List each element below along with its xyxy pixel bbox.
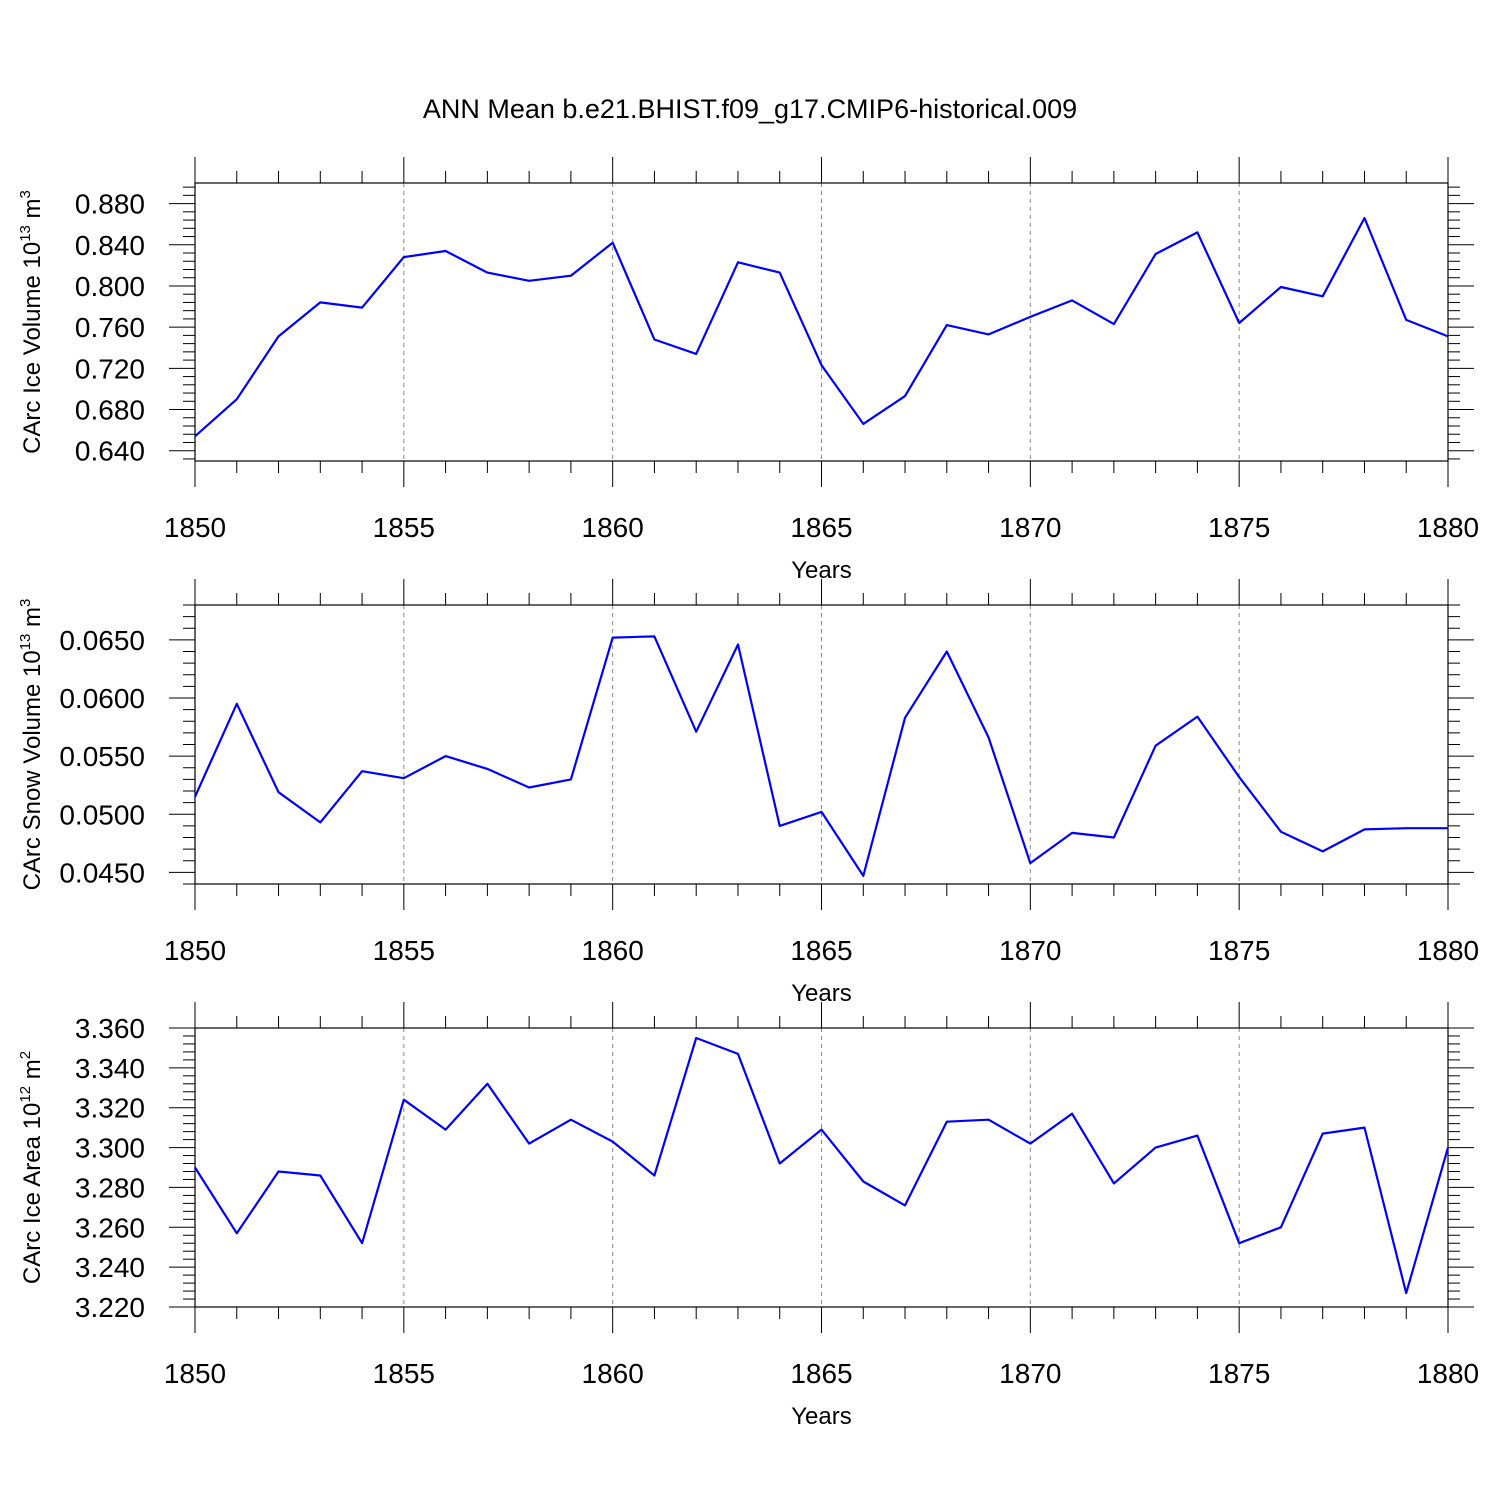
y-axis-label: CArc Ice Volume 1013 m3	[17, 190, 46, 454]
y-tick-label: 3.340	[75, 1053, 145, 1084]
x-tick-label: 1865	[790, 935, 852, 966]
x-tick-label: 1880	[1417, 935, 1479, 966]
x-tick-label: 1860	[582, 1358, 644, 1389]
panel-3: 3.220 3.240 3.260 3.280 3.300 3.320 3.340 3.360…	[17, 1002, 1479, 1430]
x-tick-label: 1870	[999, 512, 1061, 543]
y-tick-label: 0.0550	[59, 741, 145, 772]
series-line	[194, 1036, 1450, 1295]
x-tick-label: 1880	[1417, 512, 1479, 543]
y-tick-label: 3.360	[75, 1013, 145, 1044]
y-axis-label: CArc Ice Area 1012 m2	[17, 1051, 46, 1284]
x-tick-label: 1850	[164, 512, 226, 543]
x-tick-label: 1870	[999, 935, 1061, 966]
x-tick-label: 1860	[582, 935, 644, 966]
y-tick-label: 0.880	[75, 189, 145, 220]
y-tick-label: 0.720	[75, 353, 145, 384]
x-tick-label: 1850	[164, 935, 226, 966]
panel-1: 0.640 0.680 0.720 0.760 0.800 0.840 0.880 1850 1…	[17, 157, 1479, 584]
series-line	[194, 216, 1449, 438]
x-tick-label: 1875	[1208, 935, 1270, 966]
x-tick-label: 1855	[373, 935, 435, 966]
y-tick-label: 0.0500	[59, 799, 145, 830]
y-tick-label: 3.320	[75, 1093, 145, 1124]
x-tick-label: 1860	[582, 512, 644, 543]
x-tick-label: 1855	[373, 1358, 435, 1389]
y-tick-label: 0.0450	[59, 857, 145, 888]
panel-2: 0.0450 0.0500 0.0550 0.0600 0.0650 1850 1855 18…	[17, 579, 1479, 1007]
x-tick-label: 1865	[790, 512, 852, 543]
x-tick-label: 1875	[1208, 512, 1270, 543]
x-tick-label: 1865	[790, 1358, 852, 1389]
y-tick-label: 0.640	[75, 436, 145, 467]
y-tick-label: 0.800	[75, 271, 145, 302]
y-tick-label: 0.0650	[59, 625, 145, 656]
chart-panels: 0.640 0.680 0.720 0.760 0.800 0.840 0.880 1850 1…	[17, 157, 1479, 1430]
y-tick-label: 0.760	[75, 312, 145, 343]
y-tick-label: 3.240	[75, 1252, 145, 1283]
x-tick-label: 1870	[999, 1358, 1061, 1389]
y-tick-label: 3.260	[75, 1212, 145, 1243]
y-tick-label: 0.840	[75, 230, 145, 261]
x-axis-label: Years	[791, 1403, 852, 1430]
y-tick-label: 3.220	[75, 1292, 145, 1323]
y-tick-label: 3.300	[75, 1133, 145, 1164]
x-tick-label: 1850	[164, 1358, 226, 1389]
chart-title: ANN Mean b.e21.BHIST.f09_g17.CMIP6-histo…	[423, 94, 1077, 124]
y-axis-label: CArc Snow Volume 1013 m3	[17, 599, 46, 891]
x-tick-label: 1855	[373, 512, 435, 543]
x-tick-label: 1880	[1417, 1358, 1479, 1389]
y-tick-label: 0.0600	[59, 683, 145, 714]
y-tick-label: 3.280	[75, 1172, 145, 1203]
series-line	[193, 635, 1448, 878]
y-tick-label: 0.680	[75, 395, 145, 426]
x-tick-label: 1875	[1208, 1358, 1270, 1389]
